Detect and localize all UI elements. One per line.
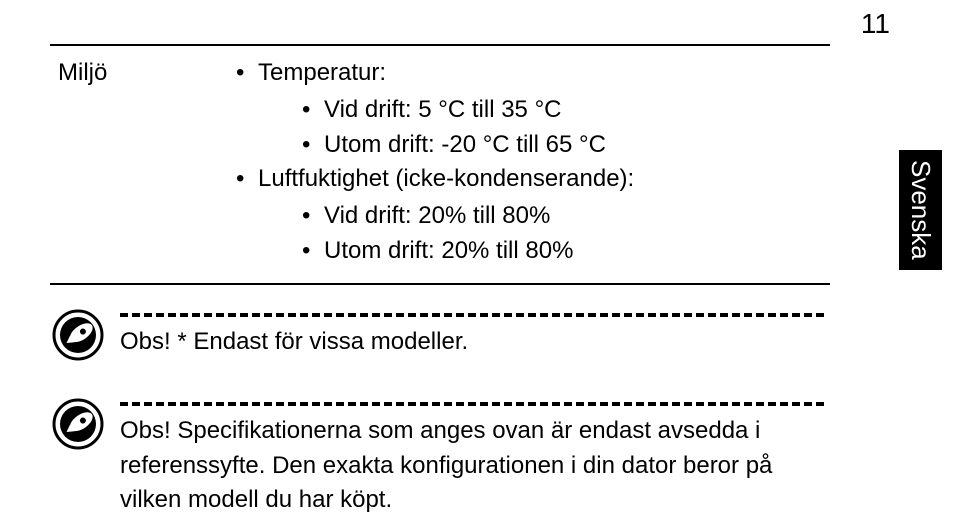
spec-row-content: Temperatur: Vid drift: 5 °C till 35 °C U… — [206, 45, 830, 284]
note-body: Obs! * Endast för vissa modeller. — [120, 313, 830, 360]
note-prefix: Obs! — [120, 328, 171, 355]
spec-item: Utom drift: 20% till 80% — [280, 234, 822, 269]
spec-group-heading: Luftfuktighet (icke-kondenserande): — [258, 162, 822, 197]
divider — [120, 402, 824, 406]
note-body: Obs! Specifikationerna som anges ovan är… — [120, 402, 830, 518]
table-row: Miljö Temperatur: Vid drift: 5 °C till 3… — [50, 45, 830, 284]
spec-item: Vid drift: 20% till 80% — [280, 199, 822, 234]
spec-table: Miljö Temperatur: Vid drift: 5 °C till 3… — [50, 44, 830, 285]
spec-item: Vid drift: 5 °C till 35 °C — [280, 93, 822, 128]
pen-icon — [50, 396, 106, 457]
pen-icon — [50, 307, 106, 368]
note-text: * Endast för vissa modeller. — [171, 328, 468, 355]
spec-group-heading: Temperatur: — [258, 56, 822, 91]
page-number: 11 — [861, 8, 890, 40]
spec-item: Utom drift: -20 °C till 65 °C — [280, 128, 822, 163]
note-text: Specifikationerna som anges ovan är enda… — [120, 417, 772, 514]
note-block: Obs! * Endast för vissa modeller. — [50, 313, 830, 368]
divider — [120, 313, 824, 317]
language-tab: Svenska — [899, 150, 942, 270]
note-prefix: Obs! — [120, 417, 171, 444]
note-block: Obs! Specifikationerna som anges ovan är… — [50, 402, 830, 518]
document-page: 11 Svenska Miljö Temperatur: Vid drift: … — [0, 0, 960, 502]
spec-row-label: Miljö — [50, 45, 206, 284]
